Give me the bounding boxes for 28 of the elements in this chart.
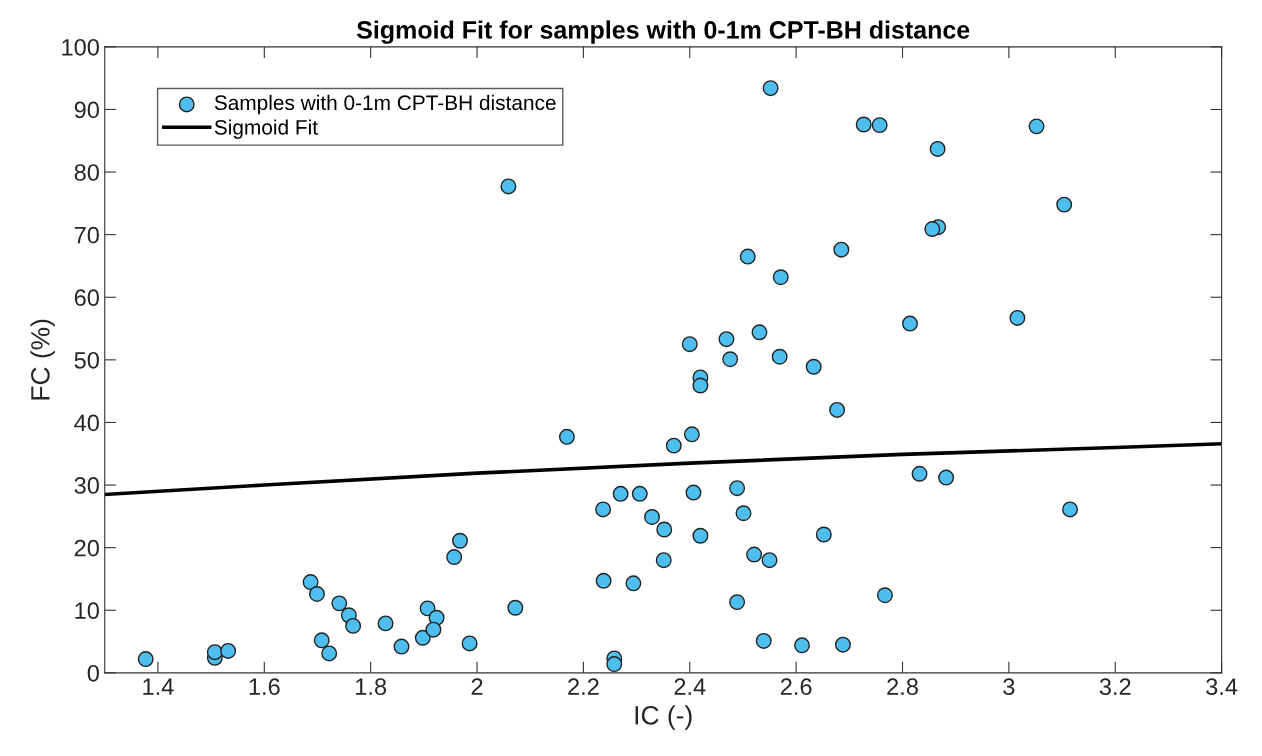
y-axis-title: FC (%) bbox=[30, 319, 55, 400]
x-tick-label: 2.8 bbox=[887, 678, 918, 696]
y-tick-label: 90 bbox=[74, 101, 99, 119]
y-tick-label: 40 bbox=[74, 414, 99, 432]
y-tick-label: 0 bbox=[87, 664, 99, 682]
chart-title: Sigmoid Fit for samples with 0-1m CPT-BH distance bbox=[356, 20, 970, 44]
x-tick-label: 3 bbox=[1003, 678, 1015, 696]
y-tick-label: 20 bbox=[74, 539, 99, 557]
x-tick-label: 1.6 bbox=[249, 678, 280, 696]
x-tick-label: 1.4 bbox=[143, 678, 174, 695]
y-tick-label: 80 bbox=[74, 164, 99, 181]
y-tick-label: 70 bbox=[74, 226, 99, 244]
x-tick-label: 3.2 bbox=[1099, 678, 1131, 696]
x-tick-label: 2.2 bbox=[568, 678, 599, 695]
legend-label: Sigmoid Fit bbox=[214, 119, 318, 139]
y-tick-label: 60 bbox=[74, 289, 99, 307]
y-tick-label: 10 bbox=[75, 602, 99, 620]
x-tick-label: 2.4 bbox=[674, 678, 706, 695]
x-tick-label: 1.8 bbox=[356, 678, 387, 696]
x-tick-label: 2.6 bbox=[780, 678, 812, 696]
legend-label: Samples with 0-1m CPT-BH distance bbox=[214, 94, 556, 115]
y-tick-label: 100 bbox=[62, 38, 99, 56]
line-series bbox=[104, 441, 1222, 497]
y-tick-label: 50 bbox=[74, 351, 99, 369]
y-tick-label: 30 bbox=[74, 477, 99, 494]
x-tick-label: 3.4 bbox=[1206, 678, 1238, 696]
x-axis-title: IC (-) bbox=[635, 705, 692, 730]
x-tick-label: 2 bbox=[471, 678, 483, 695]
